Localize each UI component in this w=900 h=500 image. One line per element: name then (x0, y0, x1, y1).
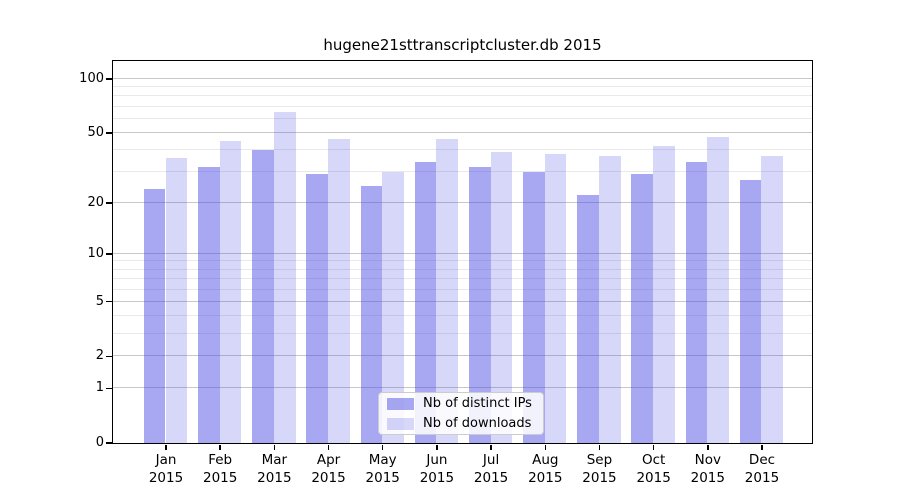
legend-swatch (387, 417, 414, 430)
legend-item: Nb of distinct IPs (387, 395, 535, 412)
x-tick-label: Sep 2015 (582, 452, 617, 486)
x-tick-label: Jun 2015 (419, 452, 455, 486)
bar-downloads (490, 151, 513, 443)
bar-distinct-ips (685, 162, 708, 443)
bar-distinct-ips (577, 195, 599, 443)
y-tickmark (106, 387, 112, 390)
x-tickmark (436, 444, 438, 450)
bar-downloads (436, 138, 459, 443)
x-tick-label: Nov 2015 (690, 452, 725, 486)
x-tickmark (382, 444, 384, 450)
x-tickmark (544, 444, 546, 450)
legend-label: Nb of downloads (423, 416, 532, 431)
y-major-gridline (112, 131, 812, 133)
y-tickmark (106, 132, 112, 134)
y-tickmark (106, 253, 112, 255)
x-tickmark (219, 444, 221, 450)
bar-distinct-ips (360, 185, 383, 443)
y-tick-label: 2 (95, 348, 104, 364)
x-tickmark (165, 444, 167, 450)
y-tick-label: 0 (95, 435, 104, 450)
y-tickmark (106, 78, 112, 80)
y-minor-gridline (112, 315, 812, 317)
x-tickmark (273, 444, 276, 450)
bar-downloads (328, 138, 350, 443)
bar-downloads (653, 145, 675, 443)
y-tick-label: 10 (87, 245, 104, 261)
bar-distinct-ips (306, 174, 329, 443)
y-major-gridline (112, 355, 812, 357)
y-minor-gridline (112, 277, 812, 279)
bar-distinct-ips (631, 174, 654, 443)
y-major-gridline (112, 201, 812, 203)
x-tick-label: Oct 2015 (636, 452, 671, 486)
x-tickmark (598, 444, 601, 450)
x-tick-label: Jan 2015 (148, 452, 184, 486)
y-minor-gridline (112, 117, 812, 119)
bar-distinct-ips (523, 171, 545, 443)
legend-item: Nb of downloads (387, 415, 535, 432)
y-minor-gridline (112, 105, 812, 107)
chart-title: hugene21sttranscriptcluster.db 2015 (323, 36, 602, 54)
bar-distinct-ips (414, 162, 437, 443)
bar-distinct-ips (197, 166, 220, 443)
y-tickmark (106, 355, 112, 358)
x-tickmark (707, 444, 709, 450)
y-major-gridline (112, 252, 812, 254)
bar-downloads (273, 112, 296, 443)
bar-downloads (219, 140, 242, 443)
y-tick-label: 50 (87, 124, 104, 140)
x-tick-label: Apr 2015 (311, 452, 346, 486)
x-tick-label: Jul 2015 (473, 452, 509, 486)
y-tick-label: 100 (79, 71, 104, 86)
bar-downloads (382, 171, 404, 443)
y-tickmark (106, 202, 112, 204)
bar-distinct-ips (468, 166, 491, 443)
bar-distinct-ips (739, 179, 762, 443)
y-major-gridline (112, 300, 812, 302)
x-tick-label: Mar 2015 (257, 452, 292, 486)
x-tick-label: Dec 2015 (744, 452, 780, 486)
x-tick-label: Aug 2015 (528, 452, 563, 486)
y-tickmark (106, 442, 112, 444)
bar-downloads (761, 155, 784, 443)
x-tick-label: Feb 2015 (202, 452, 238, 486)
y-tick-label: 5 (95, 293, 104, 309)
y-minor-gridline (112, 260, 812, 262)
legend: Nb of distinct IPs Nb of downloads (378, 392, 544, 435)
x-tick-label: May 2015 (365, 452, 400, 486)
y-minor-gridline (112, 268, 812, 270)
bar-downloads (165, 157, 188, 443)
y-minor-gridline (112, 149, 812, 151)
y-minor-gridline (112, 288, 812, 290)
x-tickmark (327, 444, 330, 450)
bar-downloads (598, 155, 621, 443)
x-tickmark (761, 444, 763, 450)
x-tickmark (652, 444, 655, 450)
y-tick-label: 1 (95, 380, 104, 396)
bar-distinct-ips (252, 149, 274, 443)
y-minor-gridline (112, 171, 812, 173)
y-minor-gridline (112, 332, 812, 334)
legend-swatch (387, 397, 414, 410)
bar-downloads (707, 137, 729, 443)
plot-area (111, 59, 813, 444)
y-tickmark (106, 300, 112, 303)
bar-distinct-ips (143, 188, 166, 443)
bar-downloads (544, 153, 567, 443)
x-tickmark (490, 444, 492, 450)
legend-label: Nb of distinct IPs (423, 396, 532, 411)
y-major-gridline (112, 78, 812, 79)
y-minor-gridline (112, 86, 812, 88)
y-major-gridline (112, 387, 812, 389)
y-tick-label: 20 (87, 194, 104, 210)
y-minor-gridline (112, 95, 812, 97)
